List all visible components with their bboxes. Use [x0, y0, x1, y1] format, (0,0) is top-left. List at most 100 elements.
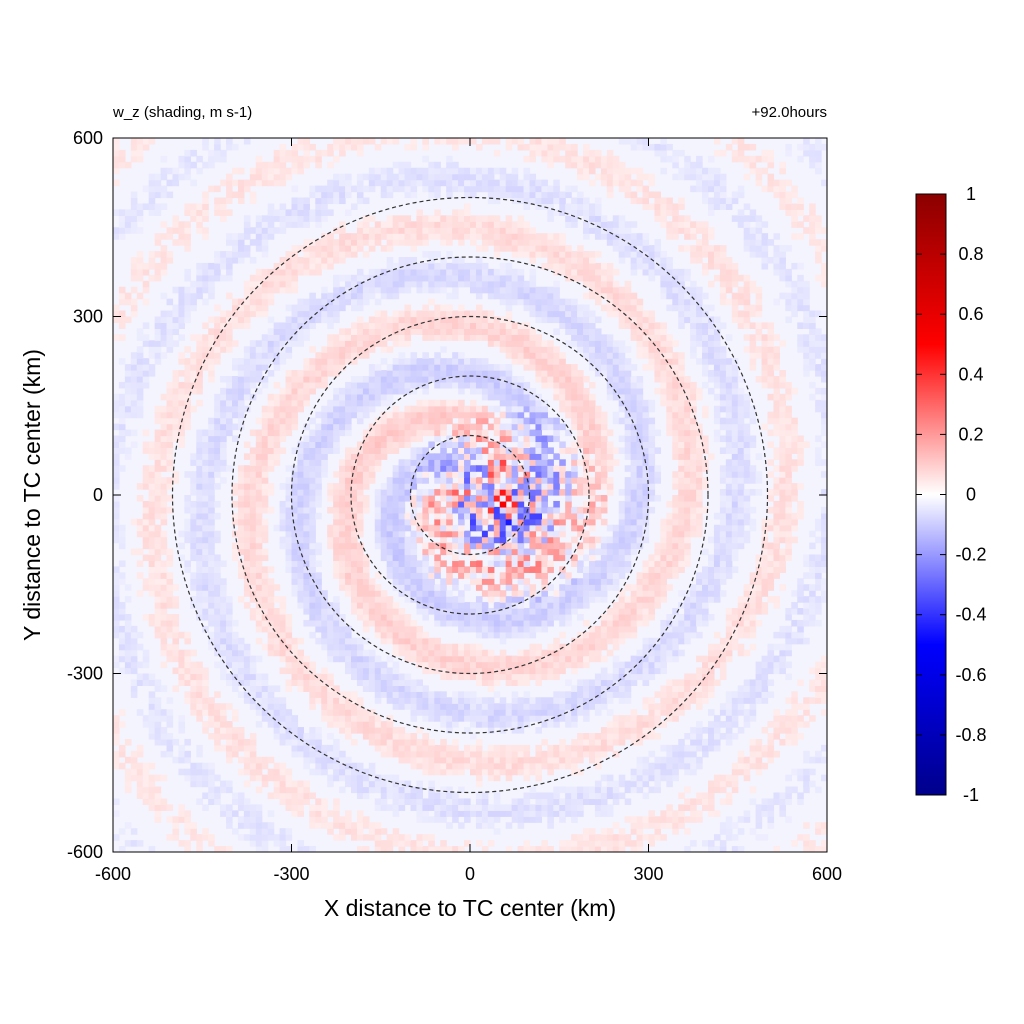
heatmap-cell	[392, 679, 400, 686]
heatmap-cell	[696, 691, 703, 698]
heatmap-cell	[380, 506, 388, 514]
heatmap-cell	[392, 447, 400, 454]
heatmap-cell	[440, 602, 447, 609]
heatmap-cell	[743, 762, 751, 770]
heatmap-cell	[529, 542, 537, 550]
heatmap-cell	[351, 738, 358, 746]
heatmap-cell	[713, 655, 721, 663]
heatmap-cell	[374, 572, 382, 579]
heatmap-cell	[404, 584, 412, 591]
heatmap-cell	[606, 744, 614, 752]
heatmap-cell	[249, 512, 257, 520]
heatmap-cell	[440, 524, 447, 532]
heatmap-cell	[309, 685, 316, 692]
heatmap-cell	[797, 637, 804, 645]
heatmap-cell	[124, 822, 132, 829]
heatmap-cell	[220, 744, 227, 752]
heatmap-cell	[124, 643, 132, 651]
heatmap-cell	[166, 738, 174, 746]
heatmap-cell	[267, 715, 275, 722]
heatmap-cell	[440, 709, 447, 716]
heatmap-cell	[737, 506, 745, 514]
heatmap-cell	[719, 649, 727, 657]
heatmap-cell	[809, 572, 816, 579]
heatmap-cell	[196, 762, 203, 770]
heatmap-cell	[648, 506, 656, 514]
heatmap-cell	[547, 798, 554, 805]
heatmap-cell	[809, 614, 816, 621]
heatmap-cell	[428, 655, 435, 663]
heatmap-cell	[214, 459, 221, 466]
heatmap-cell	[684, 530, 691, 538]
heatmap-cell	[589, 655, 596, 663]
heatmap-cell	[612, 661, 620, 669]
heatmap-cell	[600, 500, 608, 508]
heatmap-cell	[791, 489, 798, 496]
heatmap-cell	[636, 846, 644, 852]
heatmap-cell	[208, 500, 215, 508]
heatmap-cell	[416, 649, 423, 657]
heatmap-cell	[380, 554, 388, 562]
heatmap-cell	[428, 834, 435, 841]
heatmap-cell	[517, 608, 525, 615]
heatmap-cell	[202, 453, 209, 460]
heatmap-cell	[755, 834, 763, 841]
heatmap-cell	[255, 828, 263, 835]
heatmap-cell	[648, 822, 656, 829]
heatmap-cell	[624, 500, 632, 508]
heatmap-cell	[797, 596, 804, 603]
heatmap-cell	[154, 578, 162, 585]
heatmap-cell	[130, 518, 138, 526]
heatmap-cell	[666, 697, 673, 704]
heatmap-cell	[713, 530, 721, 538]
heatmap-cell	[279, 500, 287, 508]
heatmap-cell	[547, 566, 554, 573]
heatmap-cell	[487, 506, 495, 514]
heatmap-cell	[559, 548, 566, 556]
heatmap-cell	[345, 530, 352, 538]
heatmap-cell	[273, 727, 281, 734]
heatmap-cell	[779, 453, 786, 460]
heatmap-cell	[434, 744, 441, 752]
heatmap-cell	[208, 512, 215, 520]
heatmap-cell	[398, 524, 406, 532]
heatmap-cell	[279, 608, 287, 615]
heatmap-cell	[612, 619, 620, 627]
heatmap-cell	[303, 679, 310, 686]
heatmap-cell	[196, 673, 203, 681]
heatmap-cell	[386, 530, 394, 538]
heatmap-cell	[499, 810, 507, 817]
heatmap-cell	[380, 548, 388, 556]
heatmap-cell	[666, 530, 673, 538]
heatmap-cell	[124, 584, 132, 591]
heatmap-cell	[696, 530, 703, 538]
heatmap-cell	[249, 655, 257, 663]
heatmap-cell	[815, 822, 822, 829]
heatmap-cell	[481, 768, 489, 776]
heatmap-cell	[333, 625, 340, 633]
heatmap-cell	[678, 703, 685, 710]
heatmap-cell	[594, 804, 602, 811]
heatmap-cell	[571, 756, 578, 764]
heatmap-cell	[505, 673, 513, 681]
heatmap-cell	[487, 709, 495, 716]
heatmap-cell	[743, 709, 751, 716]
heatmap-cell	[630, 816, 638, 823]
heatmap-cell	[374, 542, 382, 550]
heatmap-cell	[612, 721, 620, 728]
heatmap-cell	[440, 489, 447, 496]
heatmap-cell	[797, 584, 804, 591]
heatmap-cell	[773, 506, 780, 514]
heatmap-cell	[440, 495, 447, 502]
heatmap-cell	[243, 495, 251, 502]
heatmap-cell	[785, 786, 792, 794]
heatmap-cell	[362, 495, 370, 502]
heatmap-cell	[589, 691, 596, 698]
heatmap-cell	[392, 619, 400, 627]
heatmap-cell	[731, 614, 739, 621]
heatmap-cell	[535, 465, 542, 472]
heatmap-cell	[380, 721, 388, 728]
heatmap-cell	[452, 536, 459, 544]
heatmap-cell	[392, 566, 400, 573]
heatmap-cell	[154, 804, 162, 811]
